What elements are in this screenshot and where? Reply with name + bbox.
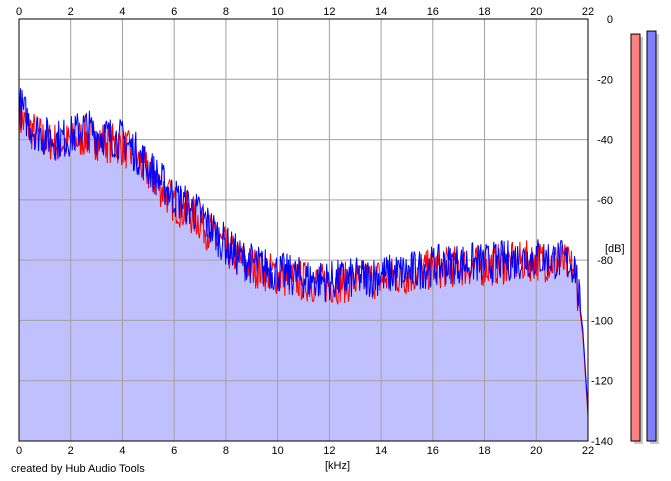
x-tick-label-bottom: 2 bbox=[68, 445, 74, 457]
x-tick-label-bottom: 12 bbox=[323, 445, 335, 457]
x-tick-label-top: 14 bbox=[375, 6, 387, 18]
plot-frame bbox=[18, 18, 589, 442]
x-tick-label-bottom: 22 bbox=[582, 445, 594, 457]
y-tick-label: -140 bbox=[591, 436, 613, 448]
y-axis-label: [dB] bbox=[605, 243, 625, 255]
x-tick-label-bottom: 6 bbox=[171, 445, 177, 457]
x-tick-label-top: 6 bbox=[171, 6, 177, 18]
spectrum-fill bbox=[19, 88, 588, 441]
y-tick-label: -20 bbox=[597, 74, 613, 86]
level-meter-bar bbox=[630, 33, 641, 442]
x-tick-label-top: 12 bbox=[323, 6, 335, 18]
x-tick-label-top: 22 bbox=[582, 6, 594, 18]
x-tick-label-bottom: 18 bbox=[478, 445, 490, 457]
x-tick-label-bottom: 10 bbox=[272, 445, 284, 457]
x-tick-label-bottom: 16 bbox=[427, 445, 439, 457]
x-tick-label-top: 8 bbox=[223, 6, 229, 18]
x-tick-label-bottom: 20 bbox=[530, 445, 542, 457]
x-tick-label-bottom: 8 bbox=[223, 445, 229, 457]
x-tick-label-bottom: 0 bbox=[16, 445, 22, 457]
x-tick-label-top: 10 bbox=[272, 6, 284, 18]
y-tick-label: -60 bbox=[597, 195, 613, 207]
x-tick-label-bottom: 4 bbox=[119, 445, 125, 457]
x-tick-label-top: 2 bbox=[68, 6, 74, 18]
level-meter-bar bbox=[646, 30, 657, 442]
y-tick-label: 0 bbox=[607, 14, 613, 26]
x-tick-label-bottom: 14 bbox=[375, 445, 387, 457]
y-tick-label: -40 bbox=[597, 135, 613, 147]
x-tick-label-top: 16 bbox=[427, 6, 439, 18]
x-tick-label-top: 20 bbox=[530, 6, 542, 18]
x-tick-label-top: 18 bbox=[478, 6, 490, 18]
y-tick-label: -120 bbox=[591, 376, 613, 388]
x-axis-label: [kHz] bbox=[325, 460, 350, 472]
y-tick-label: -100 bbox=[591, 315, 613, 327]
credit-text: created by Hub Audio Tools bbox=[11, 463, 145, 475]
x-tick-label-top: 0 bbox=[16, 6, 22, 18]
series-line-blue bbox=[18, 88, 589, 411]
y-tick-label: -80 bbox=[597, 255, 613, 267]
x-tick-label-top: 4 bbox=[119, 6, 125, 18]
